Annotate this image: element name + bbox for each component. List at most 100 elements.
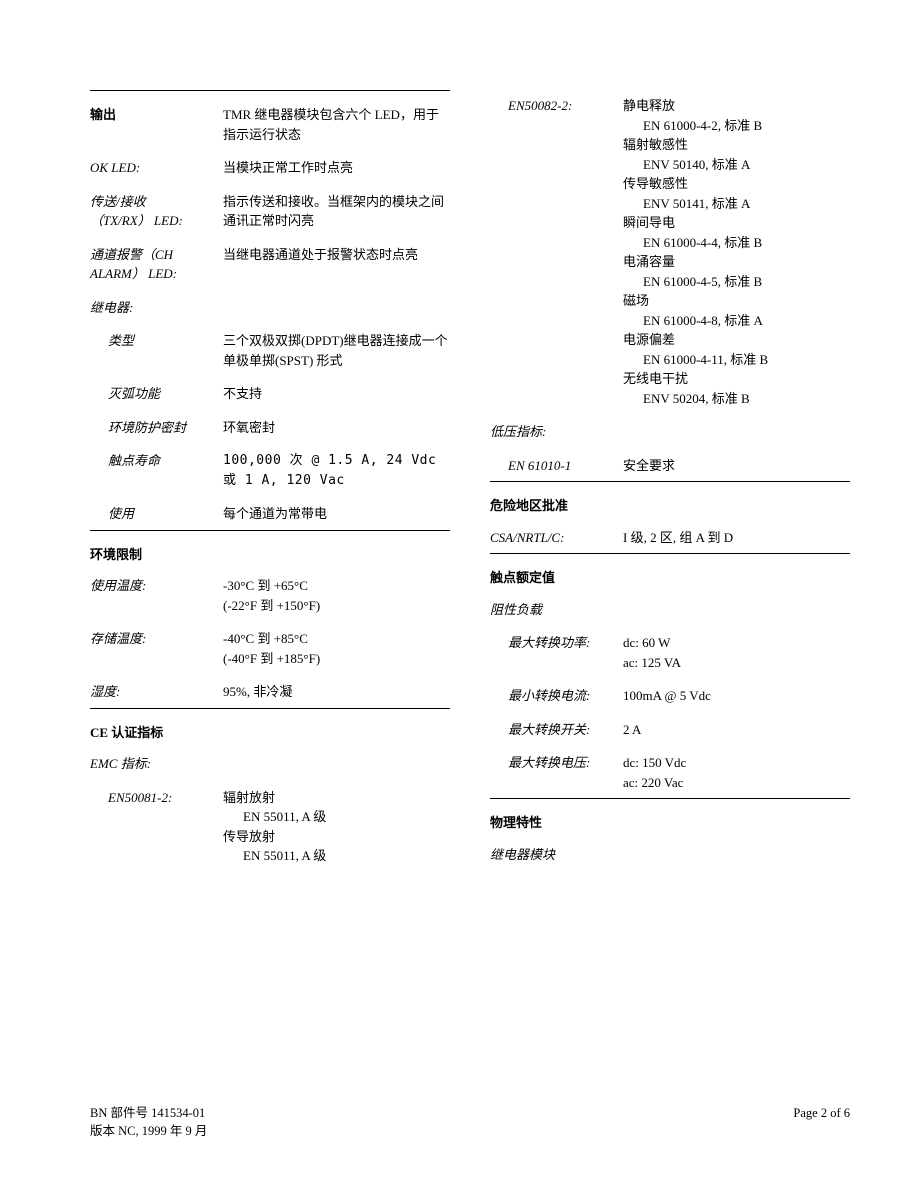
pwr-dev-std: EN 61000-4-11, 标准 B (623, 350, 850, 370)
hum-val: 95%, 非冷凝 (223, 682, 450, 702)
csa-label: CSA/NRTL/C: (490, 528, 623, 548)
ok-led-val: 当模块正常工作时点亮 (223, 158, 450, 178)
output-title: 输出 (90, 105, 223, 144)
en50082-vals: 静电释放 EN 61000-4-2, 标准 B 辐射敏感性 ENV 50140,… (623, 96, 850, 408)
output-row: 输出 TMR 继电器模块包含六个 LED，用于指示运行状态 (90, 105, 450, 144)
op-temp-val-1: -30°C 到 +65°C (223, 578, 308, 593)
csa-row: CSA/NRTL/C: I 级, 2 区, 组 A 到 D (490, 528, 850, 548)
esd-std: EN 61000-4-2, 标准 B (623, 116, 850, 136)
max-pwr-val: dc: 60 W ac: 125 VA (623, 633, 850, 672)
max-v-label: 最大转换电压: (508, 753, 623, 792)
arc-row: 灭弧功能 不支持 (90, 384, 450, 404)
relay-module-row: 继电器模块 (490, 845, 850, 865)
max-v-val: dc: 150 Vdc ac: 220 Vac (623, 753, 850, 792)
left-column: 输出 TMR 继电器模块包含六个 LED，用于指示运行状态 OK LED: 当模… (90, 90, 450, 878)
txrx-label: 传送/接收 （TX/RX） LED: (90, 192, 223, 231)
divider (490, 798, 850, 799)
lv-label: 低压指标: (490, 422, 623, 442)
max-pwr-label: 最大转换功率: (508, 633, 623, 672)
emc-label: EMC 指标: (90, 754, 223, 774)
footer-page: Page 2 of 6 (793, 1104, 850, 1142)
op-temp-val: -30°C 到 +65°C (-22°F 到 +150°F) (223, 576, 450, 615)
txrx-label-2: （TX/RX） LED: (90, 213, 183, 228)
max-sw-label: 最大转换开关: (508, 720, 623, 740)
hum-row: 湿度: 95%, 非冷凝 (90, 682, 450, 702)
columns-container: 输出 TMR 继电器模块包含六个 LED，用于指示运行状态 OK LED: 当模… (90, 90, 850, 878)
phys-title: 物理特性 (490, 813, 850, 833)
env-title: 环境限制 (90, 545, 450, 565)
divider (90, 90, 450, 91)
en61010-label: EN 61010-1 (508, 456, 623, 476)
right-column: EN50082-2: 静电释放 EN 61000-4-2, 标准 B 辐射敏感性… (490, 90, 850, 878)
en61010-row: EN 61010-1 安全要求 (490, 456, 850, 476)
ch-alarm-label-1: 通道报警（CH (90, 247, 173, 262)
txrx-label-1: 传送/接收 (90, 194, 146, 209)
ok-led-label: OK LED: (90, 158, 223, 178)
st-temp-val: -40°C 到 +85°C (-40°F 到 +185°F) (223, 629, 450, 668)
en50081-label: EN50081-2: (108, 788, 223, 866)
arc-val: 不支持 (223, 384, 450, 404)
res-load-row: 阻性负载 (490, 600, 850, 620)
relay-empty (223, 298, 450, 318)
cond-sens-std: ENV 50141, 标准 A (623, 194, 850, 214)
en50082-row: EN50082-2: 静电释放 EN 61000-4-2, 标准 B 辐射敏感性… (490, 96, 850, 408)
min-cur-label: 最小转换电流: (508, 686, 623, 706)
max-pwr-dc: dc: 60 W (623, 635, 670, 650)
seal-row: 环境防护密封 环氧密封 (90, 418, 450, 438)
seal-label: 环境防护密封 (108, 418, 223, 438)
rad-sens: 辐射敏感性 (623, 135, 850, 155)
contact-title: 触点额定值 (490, 568, 850, 588)
type-label: 类型 (108, 331, 223, 370)
life-row: 触点寿命 100,000 次 @ 1.5 A, 24 Vdc 或 1 A, 12… (90, 451, 450, 490)
arc-label: 灭弧功能 (108, 384, 223, 404)
haz-title: 危险地区批准 (490, 496, 850, 516)
max-pwr-row: 最大转换功率: dc: 60 W ac: 125 VA (490, 633, 850, 672)
footer-rev: 版本 NC, 1999 年 9 月 (90, 1122, 207, 1141)
max-sw-val: 2 A (623, 720, 850, 740)
divider (90, 530, 450, 531)
relay-section-label: 继电器: (90, 298, 450, 318)
seal-val: 环氧密封 (223, 418, 450, 438)
st-temp-val-2: (-40°F 到 +185°F) (223, 651, 320, 666)
op-temp-label: 使用温度: (90, 576, 223, 615)
esd: 静电释放 (623, 96, 850, 116)
max-sw-row: 最大转换开关: 2 A (490, 720, 850, 740)
page: 输出 TMR 继电器模块包含六个 LED，用于指示运行状态 OK LED: 当模… (0, 0, 920, 1191)
cond-sens: 传导敏感性 (623, 174, 850, 194)
ok-led-row: OK LED: 当模块正常工作时点亮 (90, 158, 450, 178)
op-temp-row: 使用温度: -30°C 到 +65°C (-22°F 到 +150°F) (90, 576, 450, 615)
life-val: 100,000 次 @ 1.5 A, 24 Vdc 或 1 A, 120 Vac (223, 451, 450, 490)
max-v-row: 最大转换电压: dc: 150 Vdc ac: 220 Vac (490, 753, 850, 792)
txrx-row: 传送/接收 （TX/RX） LED: 指示传送和接收。当框架内的模块之间通讯正常… (90, 192, 450, 231)
cond-emit: 传导放射 (223, 827, 450, 847)
ce-title: CE 认证指标 (90, 723, 450, 743)
relay-label: 继电器: (90, 298, 223, 318)
divider (90, 708, 450, 709)
min-cur-val: 100mA @ 5 Vdc (623, 686, 850, 706)
res-load: 阻性负载 (490, 600, 623, 620)
surge-std: EN 61000-4-5, 标准 B (623, 272, 850, 292)
output-desc: TMR 继电器模块包含六个 LED，用于指示运行状态 (223, 105, 450, 144)
op-temp-val-2: (-22°F 到 +150°F) (223, 598, 320, 613)
en50081-vals: 辐射放射 EN 55011, A 级 传导放射 EN 55011, A 级 (223, 788, 450, 866)
surge: 电涌容量 (623, 252, 850, 272)
ch-alarm-row: 通道报警（CH ALARM） LED: 当继电器通道处于报警状态时点亮 (90, 245, 450, 284)
type-row: 类型 三个双极双掷(DPDT)继电器连接成一个单极单掷(SPST) 形式 (90, 331, 450, 370)
st-temp-val-1: -40°C 到 +85°C (223, 631, 308, 646)
use-label: 使用 (108, 504, 223, 524)
st-temp-label: 存储温度: (90, 629, 223, 668)
mag: 磁场 (623, 291, 850, 311)
life-label: 触点寿命 (108, 451, 223, 490)
inst-cond-std: EN 61000-4-4, 标准 B (623, 233, 850, 253)
use-val: 每个通道为常带电 (223, 504, 450, 524)
type-val: 三个双极双掷(DPDT)继电器连接成一个单极单掷(SPST) 形式 (223, 331, 450, 370)
mag-std: EN 61000-4-8, 标准 A (623, 311, 850, 331)
use-row: 使用 每个通道为常带电 (90, 504, 450, 524)
rf: 无线电干扰 (623, 369, 850, 389)
page-footer: BN 部件号 141534-01 版本 NC, 1999 年 9 月 Page … (90, 1104, 850, 1142)
footer-part: BN 部件号 141534-01 (90, 1104, 207, 1123)
cond-emit-std: EN 55011, A 级 (223, 846, 450, 866)
relay-module: 继电器模块 (490, 845, 623, 865)
ch-alarm-val: 当继电器通道处于报警状态时点亮 (223, 245, 450, 284)
csa-val: I 级, 2 区, 组 A 到 D (623, 528, 850, 548)
